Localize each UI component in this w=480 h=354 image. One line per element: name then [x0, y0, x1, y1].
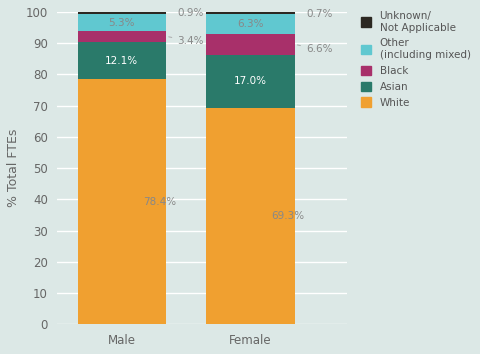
Y-axis label: % Total FTEs: % Total FTEs — [7, 129, 20, 207]
Bar — [78, 79, 166, 324]
Text: 69.3%: 69.3% — [271, 211, 304, 221]
Bar — [78, 12, 166, 15]
Bar — [78, 42, 166, 79]
Text: 6.3%: 6.3% — [237, 19, 264, 29]
Bar — [206, 34, 295, 55]
Text: 17.0%: 17.0% — [234, 76, 267, 86]
Text: 5.3%: 5.3% — [108, 18, 135, 28]
Legend: Unknown/
Not Applicable, Other
(including mixed), Black, Asian, White: Unknown/ Not Applicable, Other (includin… — [361, 11, 470, 108]
Text: 0.9%: 0.9% — [177, 8, 204, 18]
Bar — [206, 108, 295, 324]
Text: 12.1%: 12.1% — [105, 56, 138, 65]
Text: 6.6%: 6.6% — [298, 44, 333, 54]
Bar — [78, 31, 166, 42]
Bar — [206, 12, 295, 15]
Bar — [78, 15, 166, 31]
Bar — [206, 55, 295, 108]
Bar — [206, 15, 295, 34]
Text: 0.7%: 0.7% — [306, 9, 332, 19]
Text: 3.4%: 3.4% — [169, 36, 204, 46]
Text: 78.4%: 78.4% — [143, 197, 176, 207]
